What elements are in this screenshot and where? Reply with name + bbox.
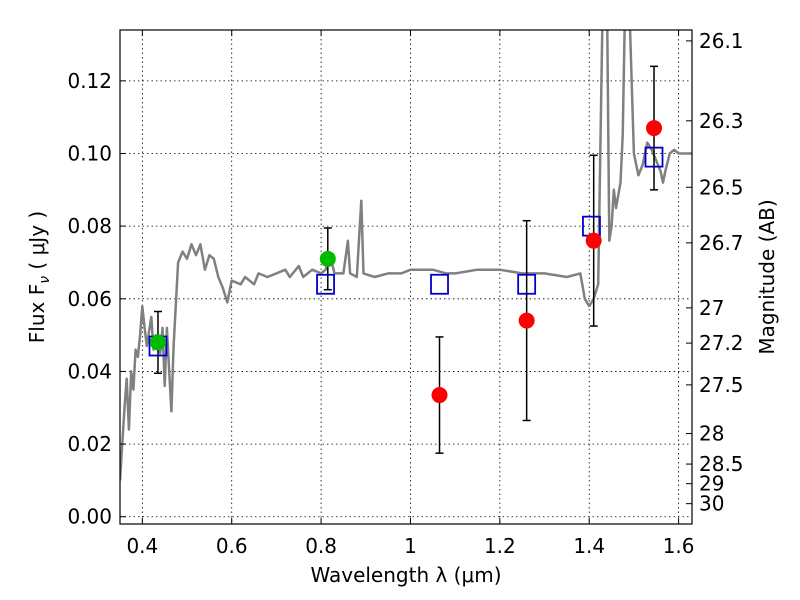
y-tick-label: 0.10 [67,142,112,166]
y-axis-label-unit: ( μJy ) [25,211,49,276]
x-tick-label: 0.6 [216,534,248,558]
model-band-point [517,273,537,295]
x-axis-label: Wavelength λ (μm) [310,563,501,587]
x-tick-label: 0.4 [126,534,158,558]
x-tick-label: 1.2 [484,534,516,558]
right-axis-label: Magnitude (AB) [755,199,779,354]
y-axis-label: Flux Fν ( μJy ) [25,211,53,343]
observed-flux-point [585,232,602,249]
y-axis-label-subscript: ν [37,276,53,284]
y-tick-label: 0.02 [67,432,112,456]
right-tick-label: 27.2 [699,331,744,355]
model-band-point [316,273,335,295]
y-tick-label: 0.04 [67,359,112,383]
y-tick-label: 0.06 [67,287,112,311]
plot-data [120,30,692,481]
y-tick-label: 0.08 [67,214,112,238]
right-tick-label: 26.7 [699,231,744,255]
right-tick-label: 27 [699,296,724,320]
right-tick-label: 30 [699,492,724,516]
model-band-point [644,146,664,168]
right-tick-label: 27.5 [699,373,744,397]
observed-flux-point [319,250,336,267]
right-tick-label: 28 [699,422,724,446]
y-axis-label-main: Flux F [25,284,49,343]
model-band-point [430,273,449,295]
observed-flux-point [646,120,663,137]
observed-flux-point [149,334,166,351]
plot-frame [119,29,693,525]
right-tick-label: 28.5 [699,452,744,476]
observed-flux-point [518,312,535,329]
x-tick-label: 1.6 [663,534,695,558]
right-tick-label: 26.5 [699,175,744,199]
y-tick-label: 0.00 [67,505,112,529]
grid-lines [120,30,692,524]
right-tick-label: 29 [699,472,724,496]
x-tick-label: 1 [404,534,417,558]
svg-text:Flux Fν ( μJy ): Flux Fν ( μJy ) [25,211,53,343]
right-tick-label: 26.3 [699,109,744,133]
axis-ticks: 0.4 0.6 0.8 1 1.2 1.4 1.6 0.00 0.02 0.04 0.06 0.08 0… [67,29,743,558]
right-tick-label: 26.1 [699,29,744,53]
y-tick-label: 0.12 [67,69,112,93]
observed-flux-point [431,387,448,404]
x-tick-label: 0.8 [305,534,337,558]
x-tick-label: 1.4 [573,534,605,558]
